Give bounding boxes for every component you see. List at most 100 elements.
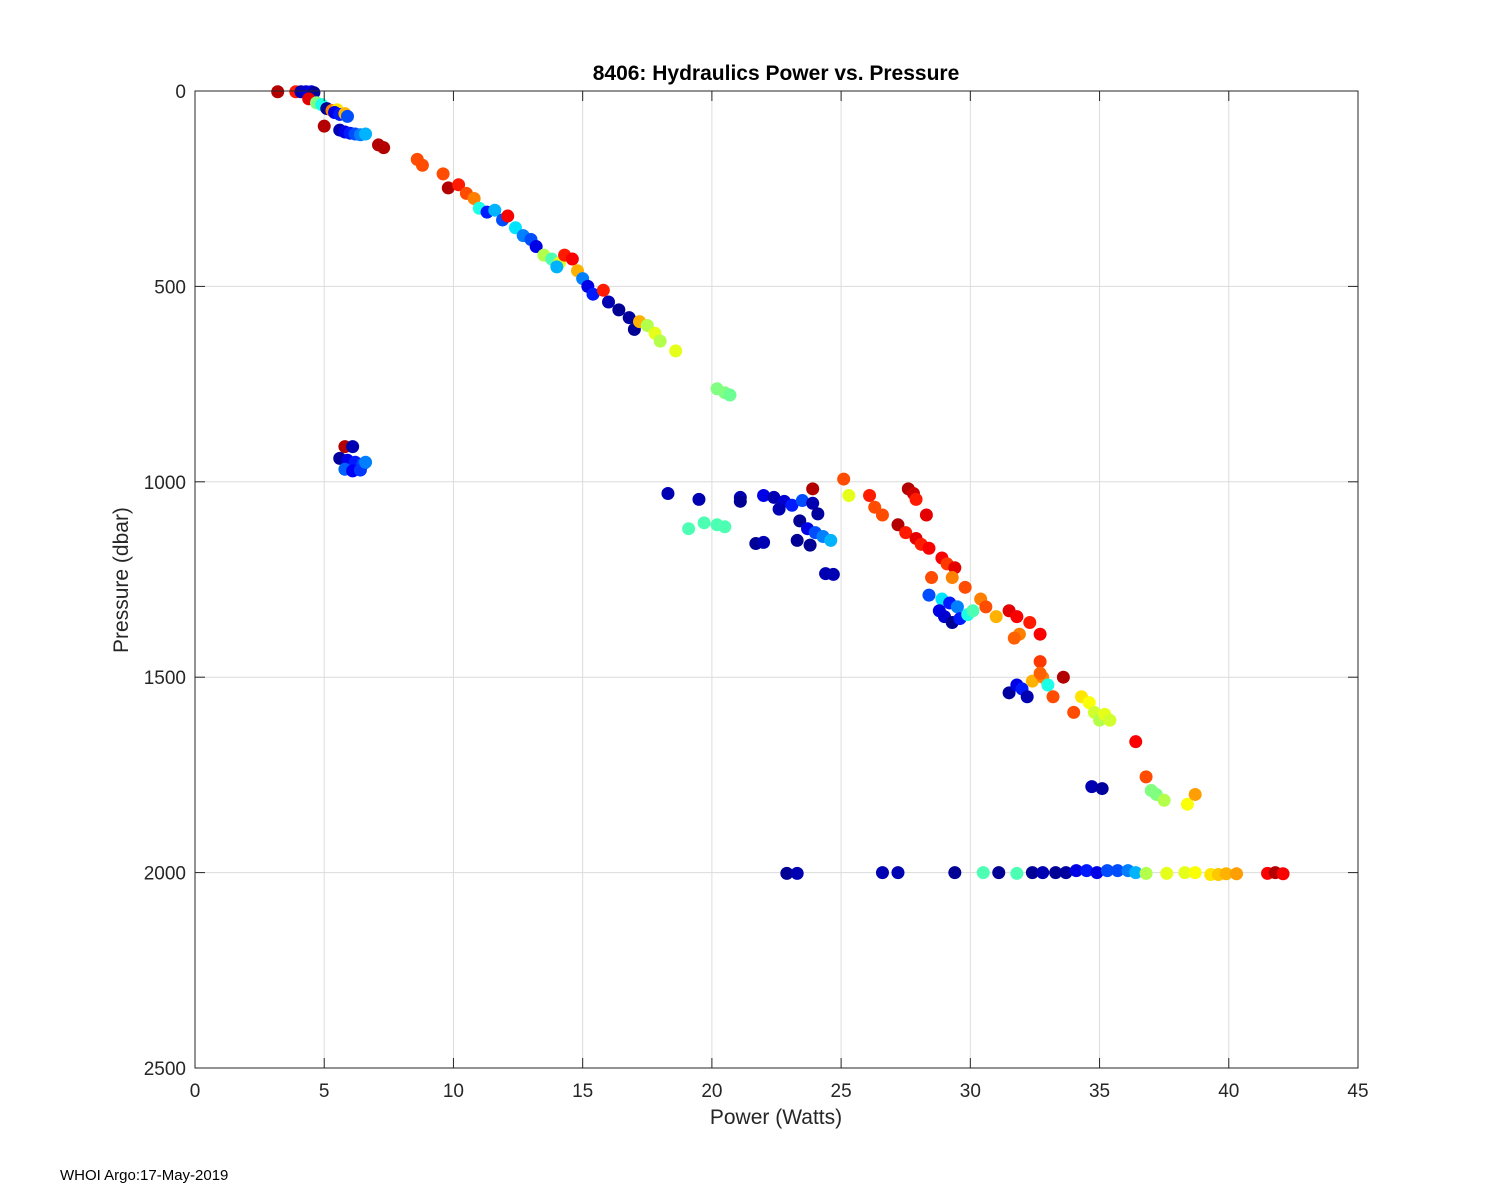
data-point — [436, 167, 450, 181]
x-tick-label: 10 — [443, 1081, 464, 1102]
data-point — [565, 252, 579, 266]
data-point — [529, 240, 543, 254]
data-point — [733, 494, 747, 508]
data-points — [271, 85, 1290, 882]
x-tick-label: 40 — [1218, 1081, 1239, 1102]
data-point — [875, 866, 889, 880]
data-point — [909, 492, 923, 506]
data-point — [1007, 631, 1021, 645]
data-point — [922, 588, 936, 602]
data-point — [669, 344, 683, 358]
data-point — [1188, 787, 1202, 801]
data-point — [1036, 866, 1050, 880]
data-point — [1082, 696, 1096, 710]
data-point — [806, 496, 820, 510]
data-point — [806, 482, 820, 496]
data-point — [1129, 866, 1143, 880]
data-point — [1139, 770, 1153, 784]
data-point — [1033, 627, 1047, 641]
x-tick-labels: 0 5 10 15 20 25 30 35 40 45 — [190, 1081, 1369, 1102]
y-tick-labels: 0 500 1000 1500 2000 2500 — [144, 82, 186, 1080]
data-point — [359, 127, 373, 141]
data-point — [780, 866, 794, 880]
data-point — [653, 334, 667, 348]
data-point — [415, 158, 429, 172]
data-point — [1033, 655, 1047, 669]
y-tick-label: 1000 — [144, 473, 186, 494]
data-point — [757, 488, 771, 502]
data-point — [1139, 866, 1153, 880]
data-point — [757, 535, 771, 549]
data-point — [803, 538, 817, 552]
data-point — [790, 866, 804, 880]
y-tick-label: 2000 — [144, 864, 186, 885]
data-point — [785, 498, 799, 512]
chart-title: 8406: Hydraulics Power vs. Pressure — [593, 62, 960, 85]
data-point — [875, 508, 889, 522]
data-point — [950, 600, 964, 614]
y-axis-title: Pressure (dbar) — [110, 507, 133, 653]
data-point — [1010, 610, 1024, 624]
data-point — [1111, 864, 1125, 878]
data-point — [1178, 866, 1192, 880]
data-point — [945, 571, 959, 585]
data-point — [992, 866, 1006, 880]
data-point — [1100, 864, 1114, 878]
data-point — [1276, 867, 1290, 881]
data-point — [1056, 670, 1070, 684]
plot-frame — [194, 90, 1359, 1069]
data-point — [586, 287, 600, 301]
data-point — [1230, 867, 1244, 881]
data-point — [317, 119, 331, 133]
data-point — [1157, 793, 1171, 807]
data-point — [346, 440, 360, 454]
data-point — [772, 502, 786, 516]
data-point — [1160, 866, 1174, 880]
data-point — [979, 600, 993, 614]
data-point — [692, 492, 706, 506]
data-point — [948, 561, 962, 575]
data-point — [441, 181, 455, 195]
data-point — [602, 295, 616, 309]
data-point — [989, 610, 1003, 624]
data-point — [1085, 780, 1099, 794]
data-point — [359, 455, 373, 469]
data-point — [488, 203, 502, 217]
data-point — [596, 283, 610, 297]
data-point — [958, 580, 972, 594]
data-point — [790, 533, 804, 547]
data-point — [1041, 678, 1055, 692]
data-point — [1103, 713, 1117, 727]
data-point — [1023, 615, 1037, 629]
data-point — [1025, 866, 1039, 880]
data-point — [1095, 782, 1109, 796]
data-point — [1010, 866, 1024, 880]
data-point — [718, 520, 732, 534]
data-point — [811, 507, 825, 521]
data-point — [1090, 866, 1104, 880]
data-point — [966, 604, 980, 618]
data-point — [723, 388, 737, 402]
data-point — [550, 260, 564, 274]
data-point — [919, 508, 933, 522]
data-point — [1046, 690, 1060, 704]
x-tick-label: 0 — [190, 1081, 201, 1102]
data-point — [891, 866, 905, 880]
data-point — [925, 571, 939, 585]
data-point — [1180, 797, 1194, 811]
data-point — [795, 494, 809, 508]
data-point — [1067, 705, 1081, 719]
data-point — [1188, 866, 1202, 880]
data-point — [271, 85, 285, 99]
y-tick-label: 2500 — [144, 1059, 186, 1080]
plot-area — [195, 91, 1358, 1068]
x-tick-label: 45 — [1347, 1081, 1368, 1102]
data-point — [837, 472, 851, 486]
data-point — [377, 141, 391, 155]
data-point — [661, 487, 675, 501]
x-tick-label: 20 — [701, 1081, 722, 1102]
x-tick-label: 5 — [319, 1081, 330, 1102]
x-tick-label: 25 — [831, 1081, 852, 1102]
data-point — [1049, 866, 1063, 880]
